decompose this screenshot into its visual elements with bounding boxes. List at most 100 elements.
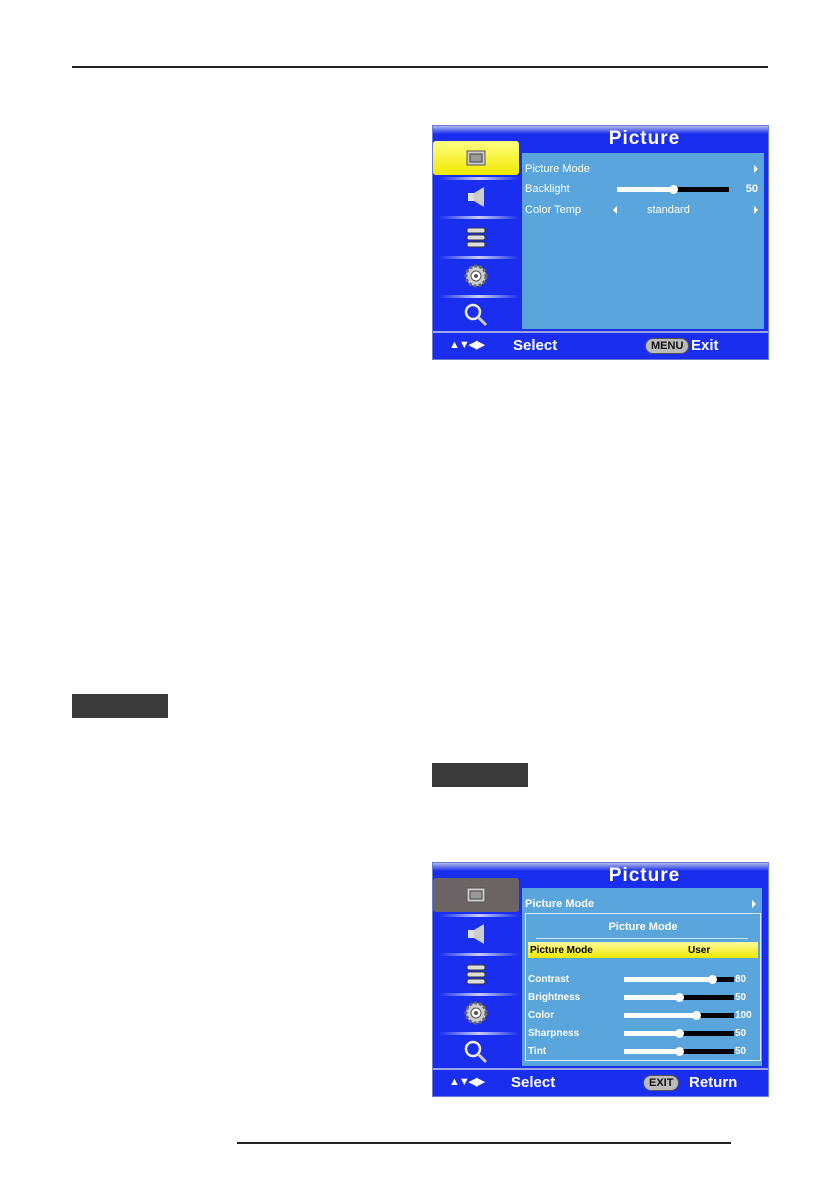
contrast-slider[interactable]: [624, 975, 734, 984]
setup-icon: [464, 1001, 488, 1025]
slider-knob[interactable]: [675, 993, 684, 1002]
item-picture-mode[interactable]: Picture Mode: [525, 160, 758, 178]
slider-knob[interactable]: [669, 185, 678, 194]
channel-icon: [466, 964, 486, 985]
arrow-left-icon[interactable]: [613, 206, 617, 214]
title-glow: [433, 863, 768, 871]
backlight-slider[interactable]: [617, 185, 729, 194]
sidebar-search[interactable]: [433, 1035, 519, 1069]
sound-icon: [468, 924, 484, 944]
slider-row-contrast[interactable]: Contrast 80: [528, 970, 758, 988]
sidebar-setup[interactable]: [433, 996, 519, 1030]
slider-knob[interactable]: [708, 975, 717, 984]
item-label: Picture Mode: [525, 898, 595, 910]
bottom-rule: [237, 1142, 731, 1144]
menu-title: Picture: [608, 128, 681, 149]
slider-row-color[interactable]: Color 100: [528, 1006, 758, 1024]
slider-knob[interactable]: [691, 1011, 701, 1020]
submenu-title: Picture Mode: [608, 921, 678, 933]
divider: [439, 295, 519, 298]
arrow-right-icon[interactable]: [754, 206, 758, 214]
slider-value: 100: [735, 1009, 752, 1021]
item-backlight[interactable]: Backlight 50: [525, 180, 758, 198]
tint-slider[interactable]: [624, 1047, 734, 1056]
menu-sidebar: [433, 878, 521, 1066]
slider-value: 50: [735, 1045, 747, 1057]
sidebar-channel[interactable]: [433, 957, 519, 991]
slider-label: Tint: [528, 1045, 547, 1057]
exit-key: EXIT: [643, 1075, 680, 1091]
footer-select: Select: [513, 337, 558, 354]
slider-fill: [617, 187, 673, 192]
menu-title: Picture: [608, 865, 681, 886]
arrow-right-icon: [754, 165, 758, 173]
footer-exit: Exit: [691, 337, 719, 354]
picture-icon: [466, 150, 486, 166]
divider: [439, 256, 519, 259]
sidebar-sound[interactable]: [433, 180, 519, 214]
slider-knob[interactable]: [675, 1029, 684, 1038]
menu-footer: ▲▼◀▶ Select EXIT Return: [433, 1068, 768, 1096]
picture-mode-submenu: Picture Mode Picture Mode User Contrast 8…: [525, 913, 761, 1061]
search-icon: [464, 1040, 488, 1064]
mode-value: User: [688, 944, 711, 956]
item-label: Color Temp: [525, 204, 582, 216]
slider-fill: [624, 995, 679, 1000]
slider-fill: [624, 977, 712, 982]
mode-label: Picture Mode: [530, 944, 593, 956]
sidebar-picture[interactable]: [433, 878, 519, 912]
search-icon: [464, 303, 488, 327]
arrow-right-icon: [752, 900, 756, 908]
divider: [439, 1032, 519, 1035]
note-label-box: [72, 694, 168, 718]
menu-footer: ▲▼◀▶ Select MENU Exit: [433, 331, 768, 359]
slider-label: Color: [528, 1009, 555, 1021]
divider: [439, 216, 519, 219]
slider-row-tint[interactable]: Tint 50: [528, 1042, 758, 1060]
sidebar-sound[interactable]: [433, 917, 519, 951]
divider: [536, 938, 748, 939]
nav-arrows-icon: ▲▼◀▶: [449, 339, 485, 351]
setup-icon: [464, 264, 488, 288]
slider-fill: [624, 1013, 696, 1018]
slider-row-brightness[interactable]: Brightness 50: [528, 988, 758, 1006]
item-value: 50: [745, 183, 758, 195]
divider: [439, 177, 519, 180]
item-color-temp[interactable]: Color Temp standard: [525, 201, 758, 219]
slider-label: Brightness: [528, 991, 581, 1003]
nav-arrows-icon: ▲▼◀▶: [449, 1076, 485, 1088]
divider: [439, 993, 519, 996]
item-value: standard: [647, 204, 690, 216]
slider-label: Sharpness: [528, 1027, 580, 1039]
menu-key: MENU: [645, 338, 690, 354]
brightness-slider[interactable]: [624, 993, 734, 1002]
sidebar-picture[interactable]: [433, 141, 519, 175]
picture-icon: [466, 887, 486, 903]
note-label-box: [432, 763, 528, 787]
sound-icon: [468, 187, 484, 207]
picture-mode-selector[interactable]: Picture Mode User: [528, 942, 758, 958]
slider-row-sharpness[interactable]: Sharpness 50: [528, 1024, 758, 1042]
picture-mode-osd: Picture Picture Mode Picture Mode Pictur…: [432, 862, 769, 1097]
slider-value: 50: [735, 991, 747, 1003]
menu-panel: Picture Mode Picture Mode Picture Mode Us…: [522, 888, 762, 1066]
slider-fill: [624, 1031, 679, 1036]
footer-return: Return: [689, 1074, 738, 1091]
channel-icon: [466, 227, 486, 248]
slider-label: Contrast: [528, 973, 570, 985]
sidebar-search[interactable]: [433, 298, 519, 332]
menu-panel: Picture Mode Backlight 50 Color Temp stan…: [522, 153, 764, 329]
color-slider[interactable]: [624, 1011, 734, 1020]
item-picture-mode[interactable]: Picture Mode: [525, 895, 756, 913]
divider: [439, 953, 519, 956]
divider: [439, 914, 519, 917]
sidebar-setup[interactable]: [433, 259, 519, 293]
top-rule: [72, 66, 768, 68]
sharpness-slider[interactable]: [624, 1029, 734, 1038]
item-label: Backlight: [525, 183, 570, 195]
sidebar-channel[interactable]: [433, 220, 519, 254]
footer-select: Select: [511, 1074, 556, 1091]
slider-value: 50: [735, 1027, 747, 1039]
slider-knob[interactable]: [675, 1047, 684, 1056]
